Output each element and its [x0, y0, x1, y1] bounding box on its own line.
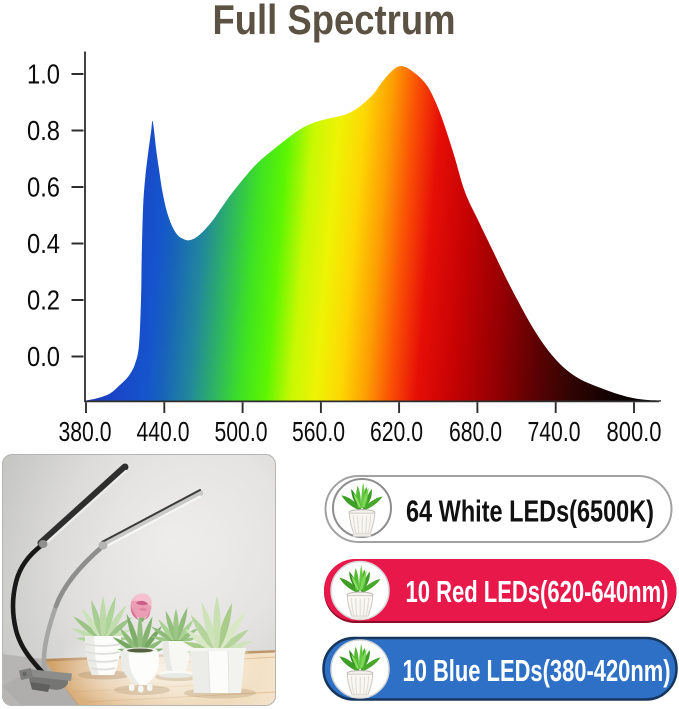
- svg-text:0.4: 0.4: [27, 228, 60, 259]
- svg-text:Full Spectrum: Full Spectrum: [213, 0, 456, 43]
- svg-text:500.0: 500.0: [215, 416, 268, 447]
- svg-text:10 Red LEDs(620-640nm): 10 Red LEDs(620-640nm): [406, 574, 669, 609]
- svg-text:0.2: 0.2: [27, 285, 60, 316]
- svg-text:0.6: 0.6: [27, 172, 60, 203]
- svg-text:380.0: 380.0: [59, 416, 112, 447]
- svg-text:0.0: 0.0: [27, 341, 60, 372]
- svg-text:680.0: 680.0: [449, 416, 502, 447]
- svg-text:620.0: 620.0: [370, 416, 423, 447]
- svg-text:740.0: 740.0: [528, 416, 581, 447]
- svg-text:1.0: 1.0: [27, 59, 60, 90]
- svg-text:64 White LEDs(6500K): 64 White LEDs(6500K): [406, 495, 654, 529]
- svg-text:10 Blue LEDs(380-420nm): 10 Blue LEDs(380-420nm): [403, 653, 671, 688]
- svg-text:560.0: 560.0: [292, 416, 345, 447]
- svg-text:440.0: 440.0: [137, 416, 190, 447]
- svg-text:0.8: 0.8: [27, 115, 60, 146]
- svg-text:800.0: 800.0: [607, 416, 662, 447]
